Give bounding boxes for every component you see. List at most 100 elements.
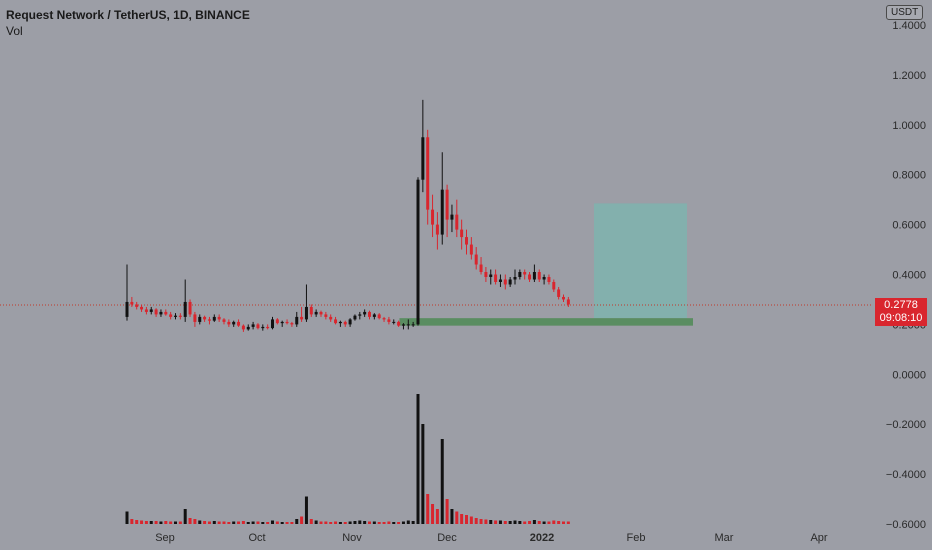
candle-body (508, 279, 512, 285)
candle-body (426, 137, 430, 210)
candle-body (479, 264, 483, 273)
support-zone (399, 318, 693, 326)
volume-bar (178, 521, 182, 524)
x-tick-label: Oct (248, 532, 265, 544)
volume-bar (174, 521, 177, 524)
candle-body (547, 276, 551, 282)
volume-bar (222, 521, 226, 524)
candle-body (241, 325, 245, 330)
candle-body (406, 324, 410, 326)
x-tick-label: Sep (155, 532, 175, 544)
candle-body (207, 319, 211, 321)
volume-bar (334, 521, 338, 524)
volume-bar (159, 521, 163, 524)
candle-body (135, 304, 139, 307)
volume-bar (198, 520, 202, 524)
candle-body (566, 299, 570, 305)
volume-bar (343, 522, 347, 524)
currency-button[interactable]: USDT (886, 5, 924, 20)
volume-bar (217, 521, 221, 524)
volume-bar (144, 521, 148, 524)
volume-bar (193, 519, 197, 524)
volume-bar (237, 521, 241, 524)
candle-body (450, 214, 454, 220)
candle-body (445, 189, 449, 220)
y-tick-label: 1.2000 (892, 70, 926, 82)
volume-bar (319, 521, 323, 524)
volume-bar (372, 521, 376, 524)
volume-bar (469, 516, 473, 524)
y-tick-label: 1.4000 (892, 20, 926, 32)
candle-body (484, 272, 488, 277)
candle-body (503, 279, 507, 285)
volume-bar (431, 504, 435, 524)
volume-bar (503, 521, 507, 524)
candle-body (149, 309, 153, 312)
candle-body (474, 254, 478, 265)
candle-body (275, 319, 279, 324)
candle-body (285, 321, 289, 324)
volume-bar (280, 522, 284, 524)
candle-body (431, 209, 435, 225)
candle-body (319, 311, 323, 315)
volume-bar (397, 522, 401, 524)
candle-body (460, 229, 464, 238)
volume-bar (411, 521, 415, 524)
candle-body (552, 281, 556, 290)
candle-body (183, 301, 187, 317)
candle-body (290, 323, 294, 325)
candle-body (435, 224, 439, 235)
volume-bar (300, 516, 304, 524)
volume-bar (207, 521, 211, 524)
y-tick-label: 1.0000 (892, 120, 926, 132)
candle-body (358, 314, 362, 316)
volume-bar (188, 518, 192, 524)
candle-body (401, 324, 405, 326)
candle-body (465, 237, 468, 245)
candle-body (232, 321, 236, 325)
symbol-title[interactable]: Request Network / TetherUS, 1D, BINANCE (6, 8, 250, 22)
volume-bar (426, 494, 430, 524)
candle-body (227, 321, 231, 325)
x-tick-label: Feb (627, 532, 646, 544)
volume-bar (363, 521, 367, 524)
candle-body (280, 321, 284, 324)
candle-body (392, 321, 396, 323)
volume-bar (329, 522, 333, 524)
target-zone (594, 203, 687, 319)
volume-bar (421, 424, 425, 524)
candle-body (329, 316, 333, 320)
volume-bar (498, 520, 502, 524)
volume-bar (271, 520, 274, 524)
volume-bar (445, 499, 449, 524)
x-tick-label: Apr (810, 532, 827, 544)
volume-bar (460, 514, 464, 524)
candle-body (324, 314, 328, 317)
candle-body (416, 179, 420, 325)
y-tick-label: 0.4000 (892, 270, 926, 282)
bar-countdown: 09:08:10 (879, 312, 923, 324)
volume-bar (474, 518, 478, 524)
volume-bar (523, 521, 527, 524)
candle-body (193, 314, 197, 322)
volume-bar (154, 521, 158, 524)
candle-body (300, 316, 304, 320)
volume-label[interactable]: Vol (6, 24, 23, 38)
volume-bar (508, 521, 512, 524)
volume-bar (455, 511, 459, 524)
volume-bar (562, 521, 565, 524)
volume-bar (518, 521, 522, 524)
volume-bar (353, 521, 357, 524)
volume-bar (484, 519, 488, 524)
volume-bar (183, 509, 187, 524)
volume-bar (368, 521, 371, 524)
candle-body (125, 301, 129, 317)
volume-bar (401, 521, 405, 524)
volume-bar (416, 394, 420, 524)
volume-bar (358, 520, 362, 524)
candle-body (557, 289, 561, 297)
candle-body (271, 319, 274, 329)
candle-body (140, 306, 144, 310)
candle-body (562, 296, 565, 300)
